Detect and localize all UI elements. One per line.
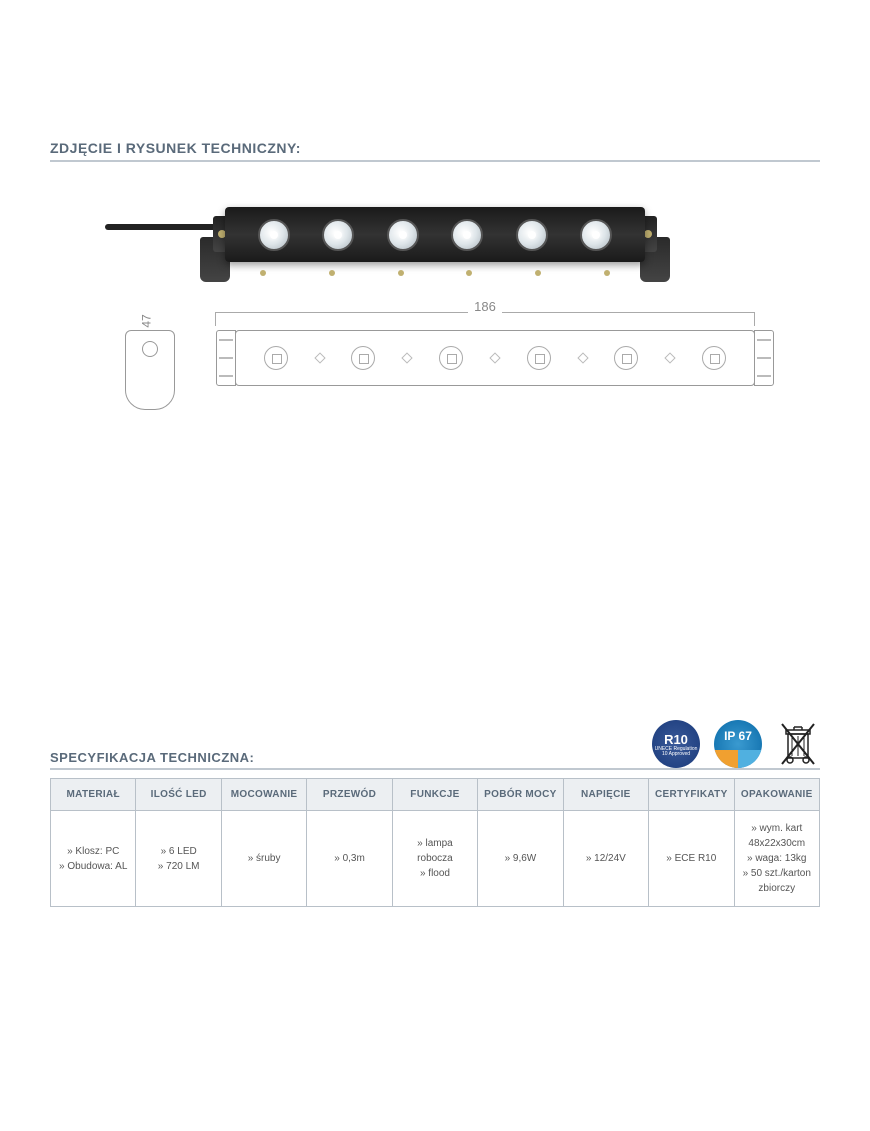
drawing-spacer	[665, 352, 676, 363]
drawing-spacer	[489, 352, 500, 363]
drawing-led	[264, 346, 288, 370]
bar-body	[225, 207, 645, 262]
drawing-led	[702, 346, 726, 370]
spec-data-cell: » śruby	[221, 811, 306, 907]
drawing-led	[351, 346, 375, 370]
drawing-led	[527, 346, 551, 370]
drawing-led	[439, 346, 463, 370]
side-view: 47	[115, 312, 185, 410]
spec-header-cell: OPAKOWANIE	[734, 779, 820, 811]
spec-data-cell: » 6 LED» 720 LM	[136, 811, 221, 907]
spec-data-cell: » 9,6W	[478, 811, 563, 907]
spec-data-cell: » Klosz: PC» Obudowa: AL	[51, 811, 136, 907]
led-lens	[387, 219, 419, 251]
led-lens	[258, 219, 290, 251]
cable	[105, 224, 225, 230]
badge-ip-label: IP 67	[724, 729, 752, 743]
front-outline	[235, 330, 755, 386]
spec-data-cell: » lampa robocza» flood	[392, 811, 477, 907]
spec-header-row: MATERIAŁILOŚĆ LEDMOCOWANIEPRZEWÓDFUNKCJE…	[51, 779, 820, 811]
spec-data-cell: » ECE R10	[649, 811, 734, 907]
badge-r10-label: R10	[664, 732, 688, 747]
dimension-length: 186	[215, 312, 755, 326]
product-photo	[50, 202, 820, 282]
spec-header-cell: PRZEWÓD	[307, 779, 392, 811]
badge-r10-icon: R10 UNECE Regulation 10 Approved	[652, 720, 700, 768]
drawing-endcap-left	[216, 330, 236, 386]
spec-header-cell: NAPIĘCIE	[563, 779, 648, 811]
spec-data-cell: » wym. kart 48x22x30cm» waga: 13kg» 50 s…	[734, 811, 820, 907]
spec-header-cell: MATERIAŁ	[51, 779, 136, 811]
technical-drawing: 47 186 30	[50, 312, 820, 410]
drawing-spacer	[402, 352, 413, 363]
certification-badges: R10 UNECE Regulation 10 Approved IP 67	[652, 720, 820, 768]
spec-data-row: » Klosz: PC» Obudowa: AL» 6 LED» 720 LM»…	[51, 811, 820, 907]
spec-table: MATERIAŁILOŚĆ LEDMOCOWANIEPRZEWÓDFUNKCJE…	[50, 778, 820, 907]
spec-header-cell: ILOŚĆ LED	[136, 779, 221, 811]
drawing-endcap-right	[754, 330, 774, 386]
weee-crossed-bin-icon	[776, 720, 820, 768]
led-lens	[322, 219, 354, 251]
photo-and-drawing-section: ZDJĘCIE I RYSUNEK TECHNICZNY: 47	[50, 140, 820, 410]
led-lens	[580, 219, 612, 251]
led-lens	[451, 219, 483, 251]
badge-r10-sub: UNECE Regulation 10 Approved	[652, 747, 700, 757]
spec-data-cell: » 0,3m	[307, 811, 392, 907]
badge-ip67-icon: IP 67	[714, 720, 762, 768]
spec-header-cell: POBÓR MOCY	[478, 779, 563, 811]
spec-header-cell: CERTYFIKATY	[649, 779, 734, 811]
spec-data-cell: » 12/24V	[563, 811, 648, 907]
front-view: 186 30	[215, 312, 755, 410]
spec-section: SPECYFIKACJA TECHNICZNA: MATERIAŁILOŚĆ L…	[50, 750, 820, 907]
side-outline	[125, 330, 175, 410]
drawing-led	[614, 346, 638, 370]
drawing-spacer	[314, 352, 325, 363]
dimension-height-side: 47	[140, 314, 154, 327]
section-title-photo: ZDJĘCIE I RYSUNEK TECHNICZNY:	[50, 140, 820, 162]
drawing-spacer	[577, 352, 588, 363]
spec-header-cell: MOCOWANIE	[221, 779, 306, 811]
led-lens	[516, 219, 548, 251]
led-bar-photo	[205, 202, 665, 282]
spec-header-cell: FUNKCJE	[392, 779, 477, 811]
screw-row	[229, 270, 641, 276]
